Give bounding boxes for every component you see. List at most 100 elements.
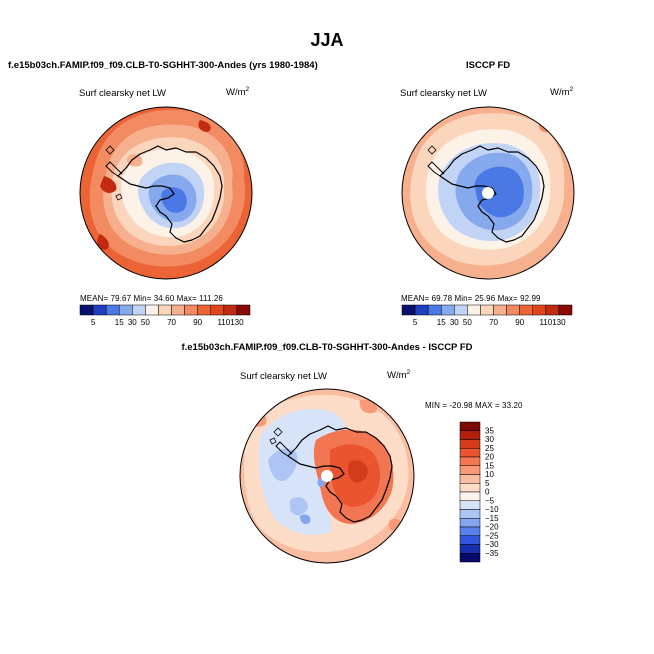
obs-colorbar-box [493, 304, 507, 316]
diff-colorbar-box [459, 518, 481, 528]
obs-colorbar-label: 30 [450, 318, 459, 327]
obs-colorbar-box [427, 304, 442, 316]
diff-colorbar-label: −30 [485, 540, 499, 549]
diff-colorbar-box [459, 509, 481, 519]
obs-colorbar-box [401, 304, 416, 316]
obs-colorbar-box [545, 304, 560, 316]
model-colorbar-box [132, 304, 146, 316]
diff-antarctica-coastline [287, 425, 393, 523]
diff-colorbar-label: 5 [485, 479, 490, 488]
diff-colorbar-box [459, 448, 481, 458]
model-colorbar-box [171, 304, 185, 316]
diff-colorbar-label: 35 [485, 426, 494, 435]
diff-colorbar-label: 30 [485, 435, 494, 444]
diff-colorbar-box [459, 491, 481, 501]
model-colorbar-box [197, 304, 212, 316]
model-colorbar-label: 90 [193, 318, 202, 327]
diff-colorbar-label: 20 [485, 453, 494, 462]
model-units: W/m2 [226, 86, 250, 99]
diff-map [239, 388, 415, 564]
obs-panel-title: ISCCP FD [466, 60, 511, 71]
obs-units: W/m2 [550, 86, 574, 99]
obs-plot-label: Surf clearsky net LW [400, 88, 487, 99]
obs-colorbar-label: 110 [539, 318, 552, 327]
model-colorbar-label: 50 [141, 318, 150, 327]
obs-colorbar-label: 130 [552, 318, 566, 327]
diff-colorbar-label: 0 [485, 488, 490, 497]
obs-colorbar-box [454, 304, 468, 316]
obs-colorbar: 5 15 30 50 70 90 110 130 [401, 304, 573, 327]
diff-colorbar-label: −10 [485, 505, 499, 514]
model-plot-label: Surf clearsky net LW [79, 88, 166, 99]
diff-panel-title: f.e15b03ch.FAMIP.f09_f09.CLB-T0-SGHHT-30… [181, 342, 473, 353]
diff-colorbar-box [459, 483, 481, 493]
model-antarctica-coastline [117, 145, 223, 243]
diff-colorbar-label: 10 [485, 470, 494, 479]
model-stats: MEAN= 79.67 Min= 34.60 Max= 111.26 [80, 294, 223, 303]
obs-colorbar-box [519, 304, 534, 316]
obs-colorbar-label: 90 [515, 318, 524, 327]
model-colorbar-box [158, 304, 172, 316]
model-colorbar-box [236, 304, 251, 316]
diff-colorbar-box [459, 526, 481, 536]
diff-colorbar-box [459, 465, 481, 475]
diff-plot-label: Surf clearsky net LW [240, 371, 327, 382]
diff-colorbar-box [459, 439, 481, 449]
diff-colorbar-box [459, 544, 481, 554]
diff-colorbar-label: 25 [485, 444, 494, 453]
diff-peninsula [275, 441, 293, 457]
obs-colorbar-label: 15 [437, 318, 446, 327]
diff-map-boundary [239, 388, 415, 564]
diff-colorbar-label: −35 [485, 549, 499, 558]
obs-colorbar-box [467, 304, 481, 316]
model-colorbar-label: 15 [115, 318, 124, 327]
diff-colorbar-label: 15 [485, 461, 494, 470]
diff-colorbar-box [459, 430, 481, 440]
obs-map-boundary [401, 106, 575, 280]
model-map-boundary [79, 106, 253, 280]
diff-colorbar-box [459, 456, 481, 466]
model-colorbar-label: 70 [167, 318, 176, 327]
diff-colorbar-label: −15 [485, 514, 499, 523]
model-colorbar-box [145, 304, 159, 316]
obs-peninsula [427, 161, 445, 177]
model-colorbar-box [184, 304, 198, 316]
obs-colorbar-box [532, 304, 547, 316]
obs-pole-mask [482, 187, 494, 199]
obs-colorbar-box [506, 304, 520, 316]
obs-map [401, 106, 575, 280]
diff-colorbar-box [459, 474, 481, 484]
obs-colorbar-label: 50 [463, 318, 472, 327]
model-panel-title: f.e15b03ch.FAMIP.f09_f09.CLB-T0-SGHHT-30… [8, 60, 318, 71]
model-peninsula [105, 161, 123, 177]
diff-colorbar-label: −5 [485, 496, 495, 505]
model-colorbar-label: 30 [128, 318, 137, 327]
diff-colorbar-box [459, 553, 481, 563]
diff-colorbar-box [459, 421, 481, 431]
obs-stats: MEAN= 69.78 Min= 25.96 Max= 92.99 [401, 294, 541, 303]
obs-antarctica-coastline [439, 145, 545, 243]
obs-colorbar-box [558, 304, 573, 316]
model-colorbar-box [223, 304, 238, 316]
model-colorbar-box [118, 304, 133, 316]
diff-colorbar-label: −25 [485, 531, 499, 540]
model-colorbar: 5 15 30 50 70 90 110 130 [79, 304, 251, 327]
model-colorbar-box [79, 304, 94, 316]
diff-colorbar-box [459, 535, 481, 545]
diff-colorbar-label: −20 [485, 523, 499, 532]
model-colorbar-label: 110 [217, 318, 230, 327]
model-colorbar-box [92, 304, 107, 316]
model-colorbar-label: 130 [230, 318, 244, 327]
diff-pole-mask [321, 470, 333, 482]
model-map [79, 106, 253, 280]
diff-colorbar-box [459, 500, 481, 510]
model-colorbar-label: 5 [91, 318, 96, 327]
obs-colorbar-label: 5 [413, 318, 418, 327]
diff-stats: MIN = -20.98 MAX = 33.20 [425, 401, 523, 410]
diff-units: W/m2 [387, 369, 411, 382]
obs-colorbar-box [414, 304, 429, 316]
obs-colorbar-label: 70 [489, 318, 498, 327]
model-colorbar-box [210, 304, 225, 316]
